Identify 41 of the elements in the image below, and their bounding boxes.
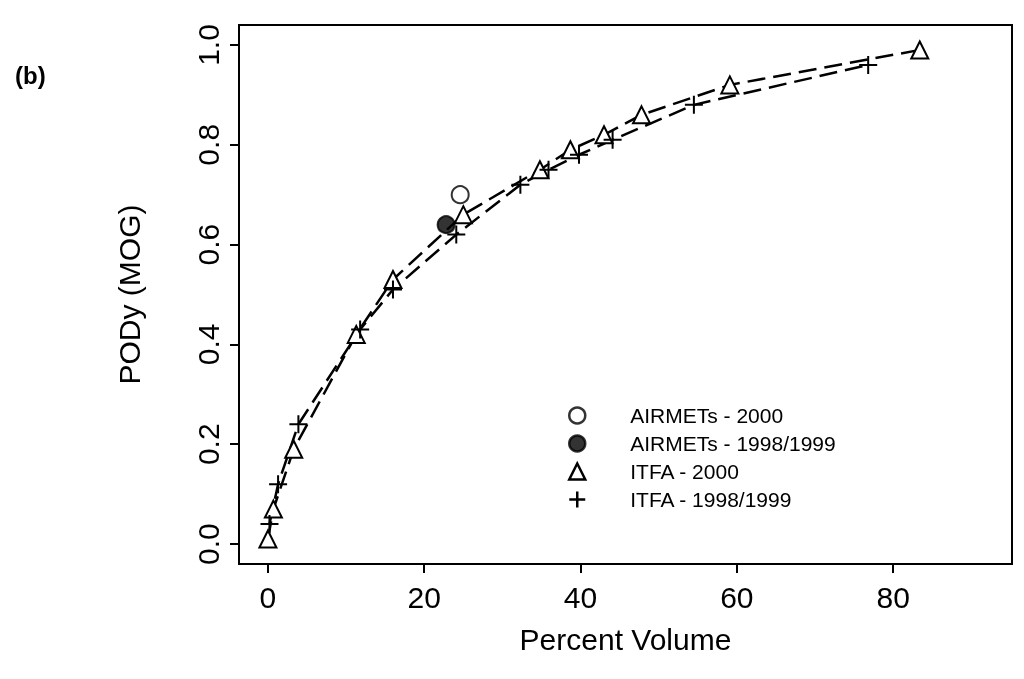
point <box>258 529 278 549</box>
point <box>288 414 309 435</box>
legend-label: AIRMETs - 2000 <box>630 404 784 427</box>
point <box>382 279 403 300</box>
point <box>530 160 550 180</box>
legend-label: AIRMETs - 1998/1999 <box>630 432 836 455</box>
x-tick-label: 60 <box>720 580 754 614</box>
y-axis-title: PODy (MOG) <box>112 204 146 385</box>
y-tick-label: 0.2 <box>191 423 225 466</box>
point <box>720 75 740 95</box>
point <box>538 159 559 180</box>
point <box>446 224 467 245</box>
legend-label: ITFA - 2000 <box>630 460 739 483</box>
point <box>268 474 289 495</box>
point <box>683 94 704 115</box>
x-tick-label: 40 <box>563 580 598 614</box>
legend-label: ITFA - 1998/1999 <box>630 488 792 511</box>
y-tick-label: 0.8 <box>191 123 225 166</box>
point <box>436 215 456 235</box>
point <box>383 270 403 290</box>
y-tick-label: 0.4 <box>191 323 225 366</box>
y-tick-label: 0.6 <box>191 223 225 266</box>
point <box>602 129 623 150</box>
point <box>858 54 879 75</box>
point <box>568 144 589 165</box>
x-tick-label: 20 <box>407 580 441 614</box>
y-tick-label: 0.0 <box>191 523 225 565</box>
y-tick-label: 1.0 <box>191 24 225 66</box>
point <box>350 319 371 340</box>
point <box>453 205 473 225</box>
x-axis-title: Percent Volume <box>519 622 732 656</box>
point <box>910 40 930 60</box>
point <box>450 185 470 205</box>
point <box>263 499 283 519</box>
point <box>284 439 304 459</box>
x-tick-label: 80 <box>876 580 910 614</box>
x-tick-label: 0 <box>259 580 277 614</box>
point <box>510 174 531 195</box>
point <box>259 514 280 535</box>
text: (b) <box>15 61 46 89</box>
point <box>632 105 652 125</box>
